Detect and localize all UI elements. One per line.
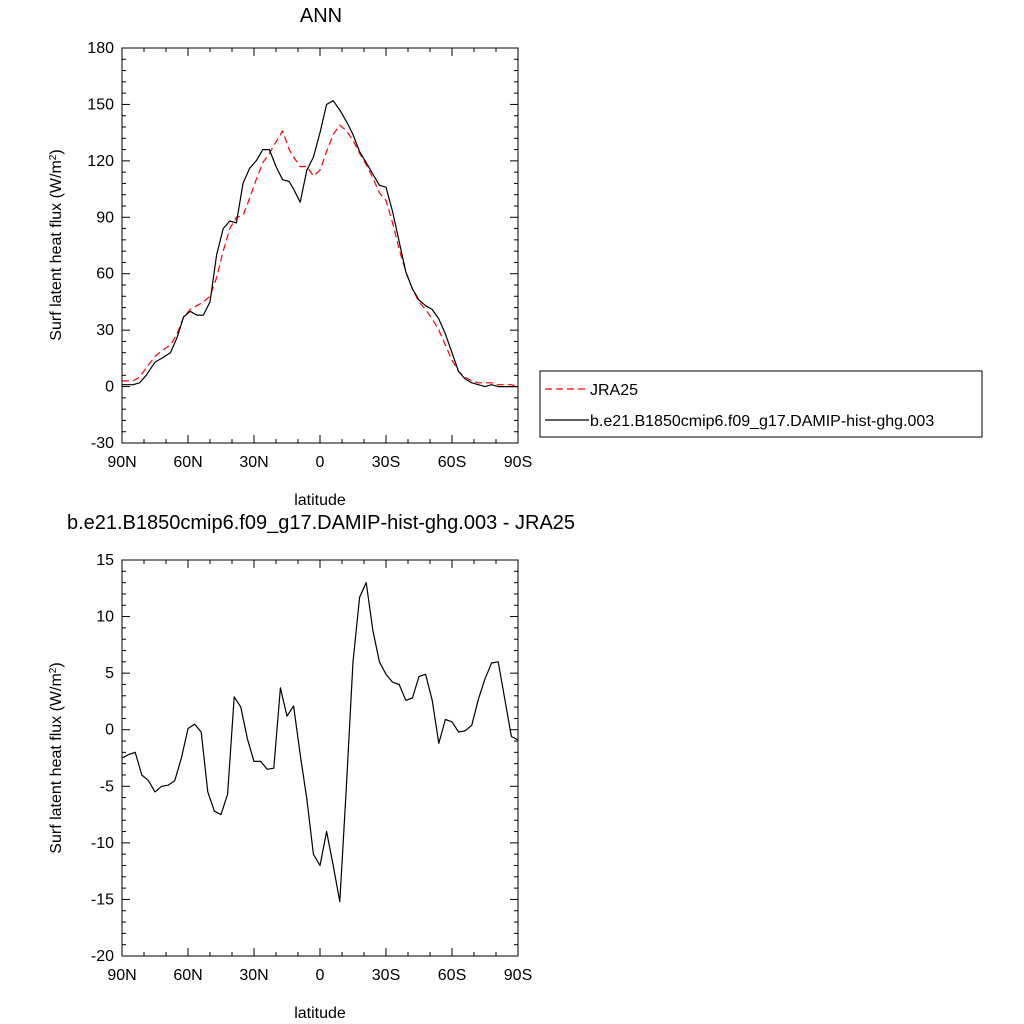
top-chart-y-tick-labels: -30 0 30 60 90 120 150 180 — [87, 40, 114, 452]
bottom-chart-panel: b.e21.B1850cmip6.f09_g17.DAMIP-hist-ghg.… — [48, 512, 576, 1022]
y-tick-label: 5 — [105, 665, 114, 682]
series-line-model — [122, 100, 518, 388]
y-tick-label: 0 — [105, 722, 114, 739]
top-chart-ticks — [121, 47, 519, 444]
bottom-chart-x-axis-label: latitude — [294, 1005, 346, 1022]
x-tick-label: 30S — [372, 967, 400, 984]
top-chart-x-axis-label: latitude — [294, 492, 346, 509]
x-tick-label: 60S — [438, 967, 466, 984]
y-tick-label: -20 — [91, 948, 114, 965]
bottom-chart-plot-frame — [121, 559, 519, 957]
series-line-difference — [121, 581, 519, 903]
x-tick-label: 90S — [504, 967, 532, 984]
x-tick-label: 60N — [173, 454, 202, 471]
y-tick-label: -30 — [91, 435, 114, 452]
series-line-jra25 — [122, 124, 519, 388]
top-chart-panel: ANN -30 0 30 60 90 120 150 180 90N 60N 30N 0 30S 60S… — [48, 5, 533, 509]
legend-label-jra25: JRA25 — [590, 382, 638, 399]
x-tick-label: 60N — [173, 967, 202, 984]
bottom-chart-y-axis-label: Surf latent heat flux (W/m2) — [48, 662, 66, 853]
bottom-chart-title: b.e21.B1850cmip6.f09_g17.DAMIP-hist-ghg.… — [67, 512, 575, 534]
y-tick-label: 150 — [87, 96, 114, 113]
legend-label-model: b.e21.B1850cmip6.f09_g17.DAMIP-hist-ghg.… — [590, 413, 934, 430]
x-tick-label: 30N — [239, 967, 268, 984]
bottom-chart-x-tick-labels: 90N 60N 30N 0 30S 60S 90S — [107, 967, 532, 984]
y-tick-label: -10 — [91, 835, 114, 852]
top-chart-x-tick-labels: 90N 60N 30N 0 30S 60S 90S — [107, 454, 532, 471]
top-chart-title: ANN — [300, 5, 342, 27]
x-tick-label: 30S — [372, 454, 400, 471]
x-tick-label: 0 — [316, 454, 325, 471]
y-tick-label: 30 — [96, 322, 114, 339]
bottom-chart-y-tick-labels: -20 -15 -10 -5 0 5 10 15 — [91, 552, 114, 965]
x-tick-label: 90N — [107, 454, 136, 471]
x-tick-label: 30N — [239, 454, 268, 471]
top-chart-y-axis-label: Surf latent heat flux (W/m2) — [48, 149, 66, 340]
bottom-chart-series — [121, 581, 519, 903]
y-tick-label: 90 — [96, 209, 114, 226]
x-tick-label: 90S — [504, 454, 532, 471]
top-chart-series — [122, 100, 519, 388]
y-tick-label: -5 — [100, 778, 114, 795]
x-tick-label: 90N — [107, 967, 136, 984]
legend: JRA25 b.e21.B1850cmip6.f09_g17.DAMIP-his… — [539, 370, 983, 438]
y-tick-label: -15 — [91, 891, 114, 908]
top-chart-plot-frame — [121, 47, 519, 444]
y-tick-label: 0 — [105, 379, 114, 396]
x-tick-label: 0 — [316, 967, 325, 984]
y-tick-label: 180 — [87, 40, 114, 57]
x-tick-label: 60S — [438, 454, 466, 471]
y-tick-label: 120 — [87, 153, 114, 170]
y-tick-label: 60 — [96, 266, 114, 283]
legend-box — [539, 370, 983, 438]
y-tick-label: 10 — [96, 609, 114, 626]
y-tick-label: 15 — [96, 552, 114, 569]
